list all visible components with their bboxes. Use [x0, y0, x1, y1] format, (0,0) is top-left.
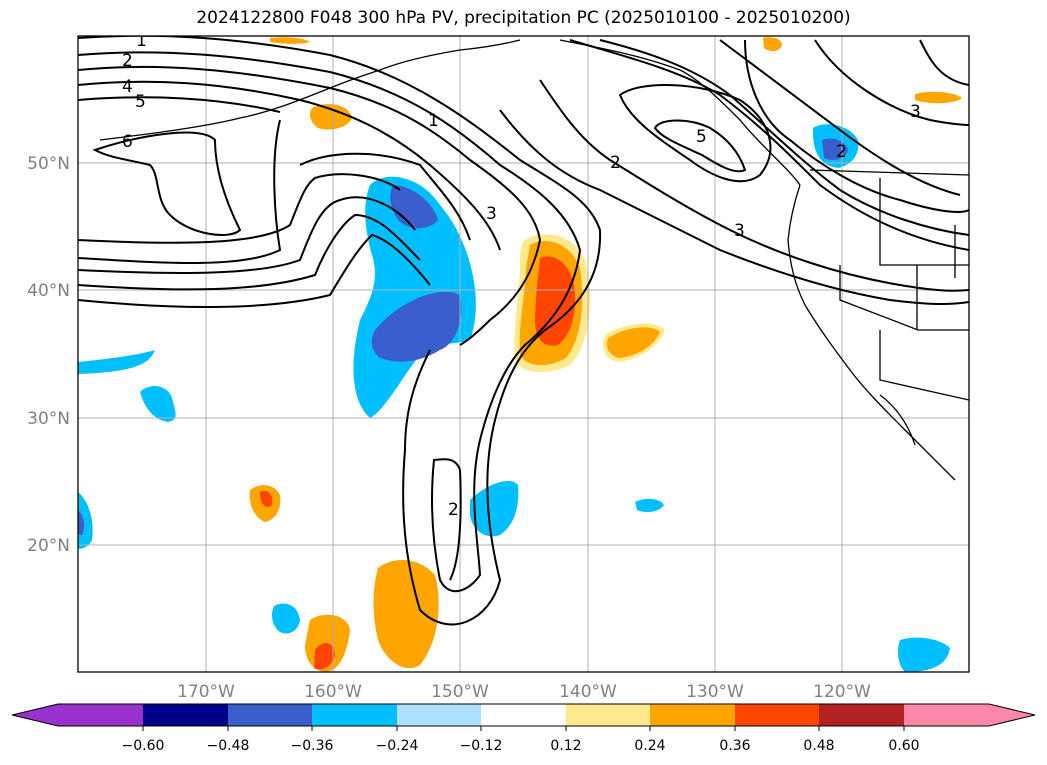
- lon-label: 160°W: [304, 682, 362, 702]
- coastlines: [99, 39, 969, 481]
- contour-label: 5: [135, 92, 146, 112]
- contour-label: 1: [428, 111, 439, 131]
- colorbar: −0.60 −0.48 −0.36 −0.24 −0.12 0.12 0.24 …: [11, 703, 1036, 754]
- contour-label: 4: [122, 77, 133, 97]
- colorbar-tick-label: 0.12: [550, 738, 581, 754]
- colorbar-segment: [989, 704, 1035, 726]
- colorbar-segment: [735, 704, 819, 726]
- colorbar-tick-label: −0.48: [207, 738, 250, 754]
- colorbar-tick-label: −0.12: [460, 738, 503, 754]
- colorbar-tick-label: −0.60: [122, 738, 165, 754]
- lat-labels: 50°N 40°N 30°N 20°N: [27, 154, 70, 556]
- lon-label: 130°W: [686, 682, 744, 702]
- contour-label: 5: [696, 127, 707, 147]
- colorbar-segment: [397, 704, 481, 726]
- colorbar-segment: [143, 704, 228, 726]
- map-area: 1 2 4 5 6 1 3 2 5 3 3 2 2: [78, 31, 969, 672]
- colorbar-tick-label: −0.36: [291, 738, 334, 754]
- pv-contours: [78, 36, 969, 626]
- contour-labels: 1 2 4 5 6 1 3 2 5 3 3 2 2: [122, 31, 921, 520]
- lon-label: 120°W: [813, 682, 871, 702]
- precip-fills: [78, 37, 962, 672]
- lat-label: 30°N: [27, 409, 70, 429]
- colorbar-segment: [904, 704, 989, 726]
- contour-label: 1: [136, 31, 147, 51]
- contour-label: 3: [910, 102, 921, 122]
- map-frame: [77, 35, 970, 673]
- colorbar-segment: [650, 704, 735, 726]
- colorbar-outline: [11, 703, 1036, 727]
- colorbar-tick-label: 0.48: [803, 738, 834, 754]
- colorbar-segment: [819, 704, 904, 726]
- contour-label: 2: [836, 142, 847, 162]
- lon-label: 170°W: [177, 682, 235, 702]
- contour-label: 6: [122, 132, 133, 152]
- colorbar-segment: [58, 704, 143, 726]
- colorbar-tick-label: 0.36: [719, 738, 750, 754]
- contour-label: 3: [734, 221, 745, 241]
- colorbar-segment: [12, 704, 58, 726]
- colorbar-segment: [312, 704, 397, 726]
- lat-label: 50°N: [27, 154, 70, 174]
- colorbar-ticks: [142, 726, 905, 731]
- colorbar-tick-label: 0.24: [634, 738, 665, 754]
- colorbar-segment: [566, 704, 650, 726]
- contour-label: 3: [486, 204, 497, 224]
- map-title: 2024122800 F048 300 hPa PV, precipitatio…: [196, 8, 851, 28]
- colorbar-tick-label: −0.24: [376, 738, 419, 754]
- contour-label: 2: [448, 500, 459, 520]
- colorbar-tick-label: 0.60: [888, 738, 919, 754]
- lon-label: 140°W: [559, 682, 617, 702]
- lat-label: 20°N: [27, 536, 70, 556]
- lon-labels: 170°W 160°W 150°W 140°W 130°W 120°W: [177, 682, 871, 702]
- contour-label: 2: [610, 153, 621, 173]
- contour-label: 2: [122, 51, 133, 71]
- colorbar-segment: [481, 704, 566, 726]
- colorbar-segment: [228, 704, 312, 726]
- lat-label: 40°N: [27, 281, 70, 301]
- lon-label: 150°W: [431, 682, 489, 702]
